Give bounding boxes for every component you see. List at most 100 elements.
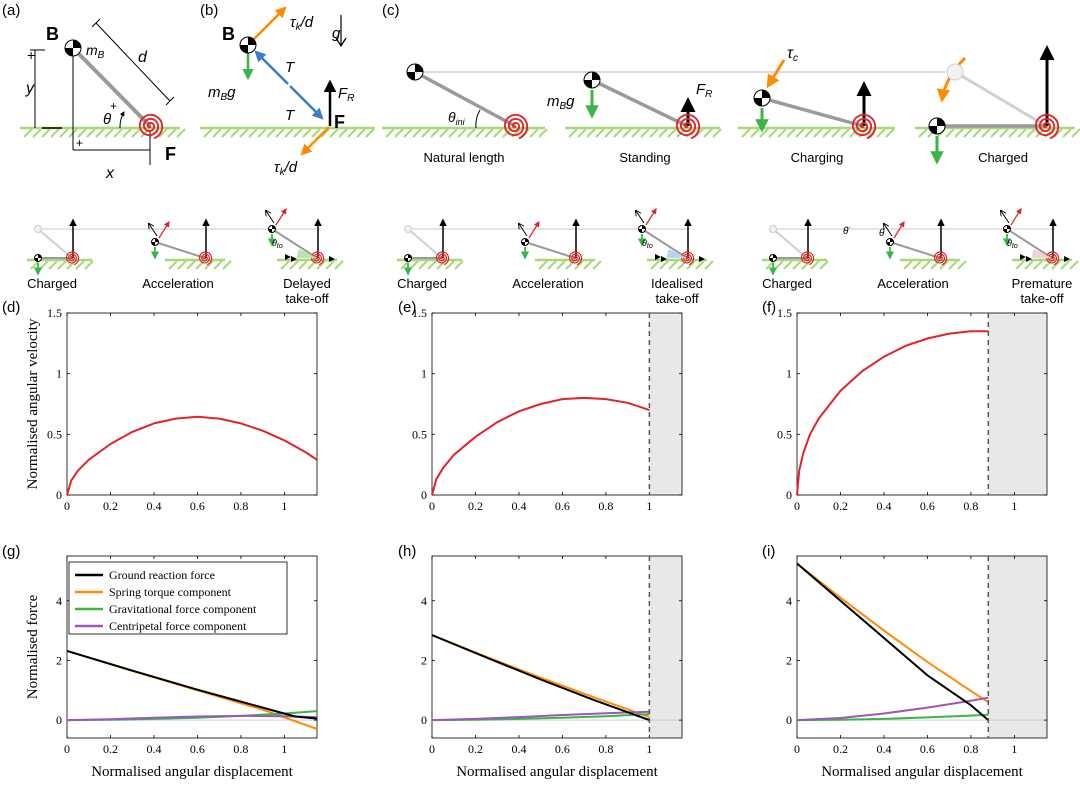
ground-hatch [382,126,548,138]
y-tick-label: 0 [56,488,62,502]
ground-hatch-stroke [1026,128,1036,138]
ground-hatch-stroke [275,128,285,138]
label-tau-top: τk/d [290,14,314,33]
label-B: B [46,24,59,44]
ground-hatch-stroke [741,128,751,138]
leg-link [591,78,688,128]
ground-hatch-stroke [48,260,58,270]
ground-hatch-stroke [84,260,94,270]
direction-tick [655,254,661,260]
ground-hatch-stroke [365,128,375,138]
ground-hatch-stroke [831,128,841,138]
spring-icon [435,251,450,266]
ground-hatch-stroke [765,260,775,270]
x-tick-label: 0 [429,742,435,756]
mass-icon [404,254,412,262]
ground-hatch-stroke [768,128,778,138]
ground-hatch-stroke [418,260,428,270]
ground-hatch-stroke [840,128,850,138]
ground-hatch-stroke [759,128,769,138]
series-line [66,649,318,720]
tension-arrow-down [289,85,324,120]
ground-hatch-stroke [266,128,276,138]
mass-quadrant [754,98,762,106]
mass-quadrant [268,229,272,233]
x-tick-label: 0 [64,499,70,513]
ground-hatch-stroke [334,260,344,270]
ground-hatch-stroke [556,260,566,270]
plus-theta: + [110,99,117,113]
ground-hatch-stroke [1051,260,1061,270]
direction-tick [285,254,291,260]
spring-coil [568,251,583,266]
series-line [796,713,989,722]
y-tick-label: 4 [56,594,62,608]
ground-hatch-stroke [302,128,312,138]
mass-ghost [769,225,777,233]
direction-tick [291,256,297,262]
takeoff-stage-label: Acceleration [877,276,949,291]
panel-label-f: (f) [762,299,776,316]
x-tick-label: 0 [429,499,435,513]
mass-quadrant [584,80,592,88]
y-tick-label: 2 [56,653,62,667]
ground-hatch-stroke [640,128,650,138]
ground-hatch-stroke [604,128,614,138]
ground-hatch-stroke [876,128,886,138]
ground-hatch-stroke [650,260,660,270]
series-line [796,330,989,496]
post-takeoff-shade [988,313,1047,495]
acceleration-arrow [1001,211,1010,224]
mass-ghost [34,225,42,233]
ground-hatch-stroke [347,128,357,138]
ground-hatch-stroke [23,128,33,138]
ground-hatch-stroke [659,260,669,270]
label-F: F [165,144,176,164]
mass-quadrant [638,229,642,233]
mass-quadrant [937,118,945,126]
mass-icon [753,89,771,107]
mass-quadrant [1007,225,1011,229]
ground-hatch-stroke [918,128,928,138]
ground-hatch-stroke [400,260,410,270]
ground-hatch-stroke [954,128,964,138]
chart-i: 0 0.2 0.4 0.6 0.8 1 0 2 4 Normalised angular disp… [786,555,1048,780]
series-line [66,415,318,496]
y-tick-label: 0 [786,488,792,502]
ground-hatch-stroke [795,128,805,138]
stage-label-charged: Charged [978,150,1028,165]
tau-arrow-top [249,6,287,44]
mass-icon [239,36,257,54]
ground-hatch-stroke [712,128,722,138]
ground-hatch-stroke [592,260,602,270]
x-tick-label: 0.8 [598,742,613,756]
ground-hatch-stroke [1017,128,1027,138]
ground-hatch-stroke [822,128,832,138]
leg-link [641,228,688,259]
ground-hatch-stroke [774,260,784,270]
ground-hatch-stroke [704,260,714,270]
mass-quadrant [929,126,937,134]
axes-frame [796,312,1048,496]
mass-quadrant [525,238,529,242]
velocity-arrow [158,220,170,239]
ground-hatch-stroke [547,260,557,270]
series-line [796,696,989,722]
leg-link [414,70,516,128]
spring-coil [138,113,164,140]
spring-icon [675,113,701,140]
ground-hatch-stroke [613,128,623,138]
mass-quadrant [38,254,42,258]
charts: 0 0.2 0.4 0.6 0.8 1 0 0.5 1 1.5 Normalised angular… [25,306,1048,780]
ground-hatch-stroke [577,128,587,138]
acceleration-arrow [519,224,528,237]
x-tick-label: 0.4 [876,499,891,513]
y-tick-label: 0 [56,713,62,727]
mass-quadrant [769,258,773,262]
tau-c-arrow [766,59,786,89]
mass-icon [583,71,601,89]
ground-hatch-stroke [574,260,584,270]
ground-hatch-stroke [945,128,955,138]
ground-hatch-stroke [804,128,814,138]
series-line [431,396,650,496]
